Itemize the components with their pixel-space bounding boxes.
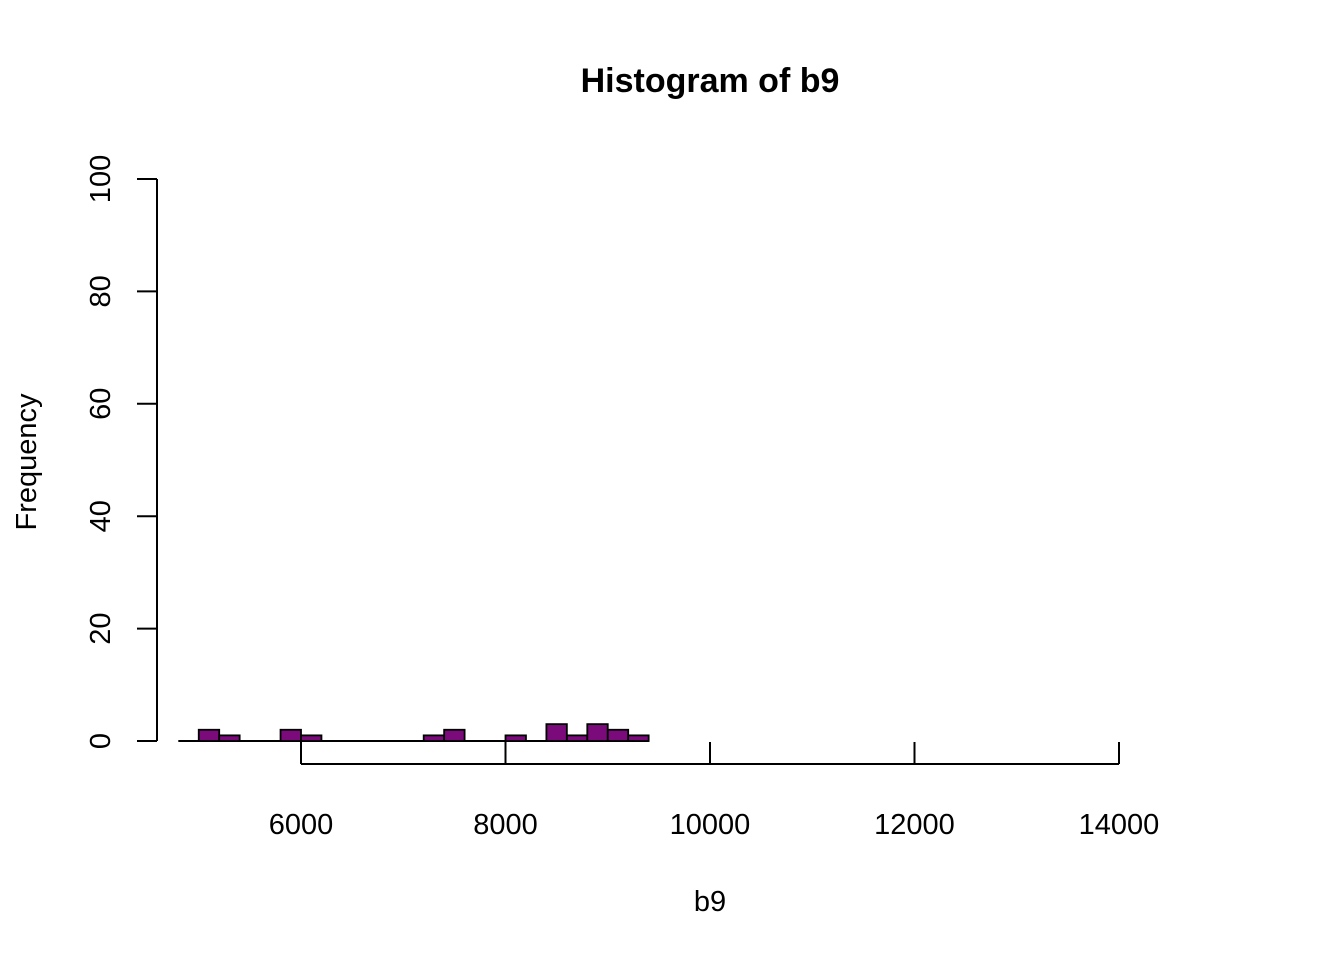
- histogram-bar: [586, 723, 609, 742]
- histogram-bar: [606, 728, 630, 742]
- histogram-bar: [422, 734, 446, 742]
- y-tick-label: 0: [85, 733, 117, 749]
- histogram-bar: [627, 734, 650, 742]
- y-tick-label: 60: [85, 388, 117, 420]
- x-axis: 6000 8000 10000 12000 14000: [269, 742, 1160, 841]
- histogram-bar: [197, 728, 221, 742]
- histogram-bar: [218, 734, 241, 742]
- x-tick-label: 8000: [473, 809, 538, 841]
- x-tick-label: 12000: [874, 809, 955, 841]
- x-tick-label: 14000: [1079, 809, 1160, 841]
- histogram-bar: [279, 728, 302, 742]
- y-tick-label: 100: [85, 155, 117, 203]
- x-tick-label: 10000: [670, 809, 751, 841]
- histogram-bar: [545, 723, 568, 742]
- x-tick-label: 6000: [269, 809, 334, 841]
- y-tick-label: 40: [85, 500, 117, 532]
- histogram-bar: [300, 734, 323, 742]
- chart-title: Histogram of b9: [581, 62, 840, 100]
- y-axis-label: Frequency: [11, 393, 43, 531]
- x-axis-label: b9: [694, 886, 726, 918]
- histogram-bar: [565, 734, 589, 742]
- y-axis: 0 20 40 60 80 100: [85, 155, 158, 749]
- histogram-bars: [178, 723, 650, 742]
- histogram-bar: [443, 728, 466, 742]
- histogram-bar: [504, 734, 527, 742]
- y-tick-label: 20: [85, 612, 117, 644]
- y-tick-label: 80: [85, 275, 117, 307]
